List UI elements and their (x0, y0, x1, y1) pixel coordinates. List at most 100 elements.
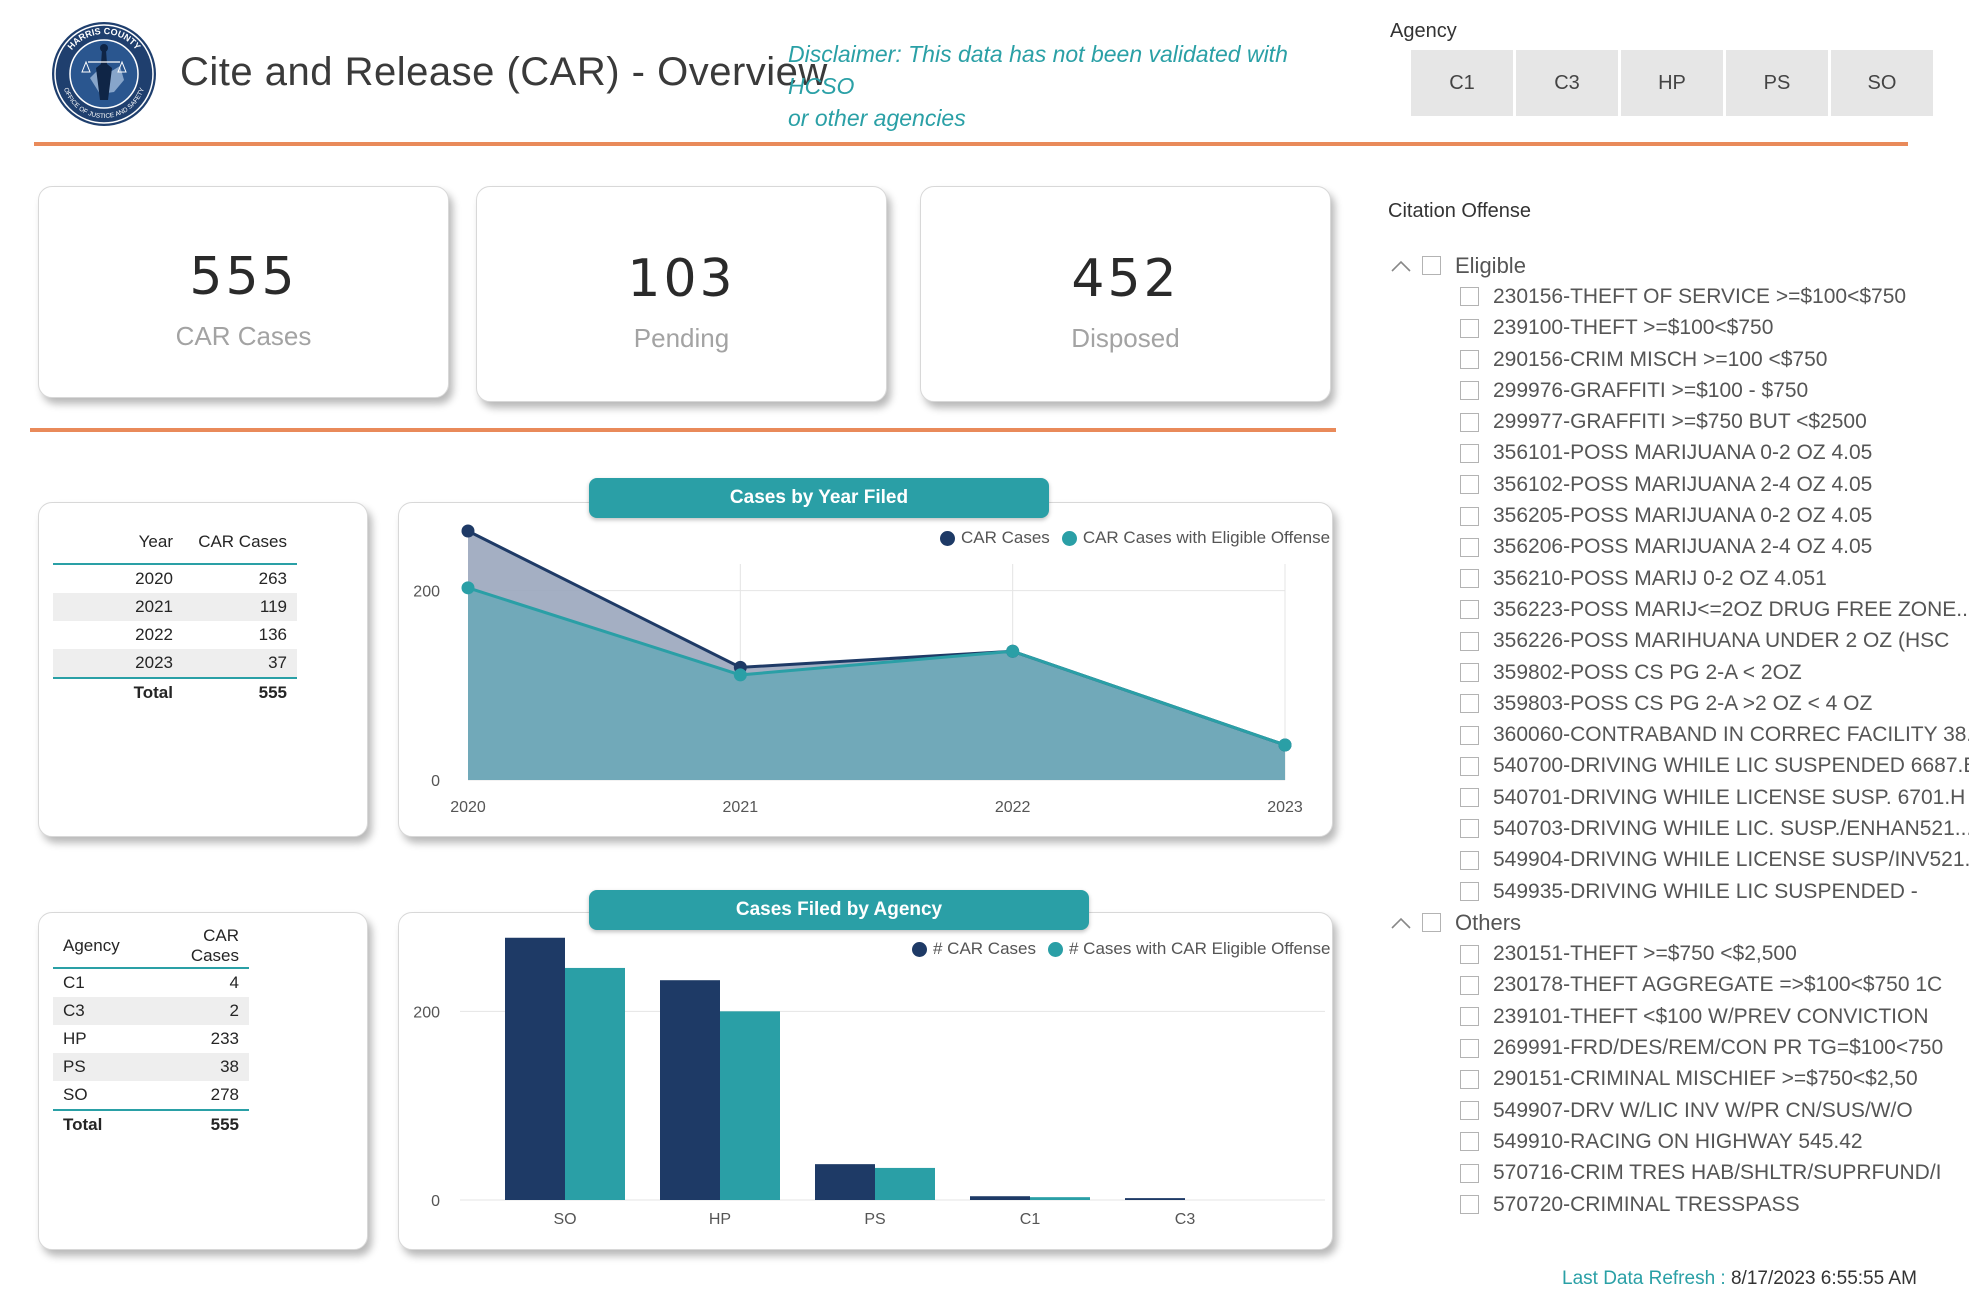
bar-hp-series-1[interactable] (660, 980, 720, 1200)
bar-ps-series-1[interactable] (815, 1164, 875, 1200)
checkbox[interactable] (1460, 412, 1479, 432)
slicer-item[interactable]: 356102-POSS MARIJUANA 2-4 OZ 4.05 (1388, 469, 1968, 500)
last-refresh-value: 8/17/2023 6:55:55 AM (1730, 1268, 1917, 1289)
checkbox[interactable] (1460, 475, 1479, 495)
slicer-item[interactable]: 359803-POSS CS PG 2-A >2 OZ < 4 OZ (1388, 688, 1968, 719)
table-row[interactable]: 2021 119 (53, 593, 297, 621)
agency-button-hp[interactable]: HP (1621, 50, 1723, 116)
checkbox[interactable] (1460, 694, 1479, 714)
bar-c1-series-2[interactable] (1030, 1197, 1090, 1200)
bar-so-series-2[interactable] (565, 967, 625, 1200)
slicer-item[interactable]: 356223-POSS MARIJ<=2OZ DRUG FREE ZONE... (1388, 594, 1969, 625)
checkbox[interactable] (1460, 600, 1479, 620)
slicer-item[interactable]: 230156-THEFT OF SERVICE >=$100<$750 (1388, 281, 1968, 312)
slicer-item[interactable]: 299976-GRAFFITI >=$100 - $750 (1388, 375, 1968, 406)
slicer-item[interactable]: 356205-POSS MARIJUANA 0-2 OZ 4.05 (1388, 500, 1968, 531)
checkbox[interactable] (1460, 819, 1479, 839)
slicer-item[interactable]: 549904-DRIVING WHILE LICENSE SUSP/INV521… (1388, 845, 1969, 876)
bar-c1-series-1[interactable] (970, 1196, 1030, 1200)
checkbox[interactable] (1460, 569, 1479, 589)
slicer-item-label: 359803-POSS CS PG 2-A >2 OZ < 4 OZ (1493, 691, 1873, 715)
slicer-item[interactable]: 549935-DRIVING WHILE LIC SUSPENDED - (1388, 876, 1968, 907)
slicer-item-label: 356210-POSS MARIJ 0-2 OZ 4.051 (1493, 566, 1827, 590)
slicer-group-eligible[interactable]: Eligible (1388, 250, 1968, 281)
slicer-item[interactable]: 360060-CONTRABAND IN CORREC FACILITY 38.… (1388, 719, 1969, 750)
bar-c3-series-1[interactable] (1125, 1198, 1185, 1200)
slicer-item[interactable]: 230178-THEFT AGGREGATE =>$100<$750 1C (1388, 970, 1968, 1001)
data-point[interactable] (733, 668, 747, 682)
checkbox[interactable] (1460, 381, 1479, 401)
slicer-item[interactable]: 239100-THEFT >=$100<$750 (1388, 313, 1968, 344)
data-point[interactable] (1006, 644, 1020, 658)
chevron-up-icon[interactable] (1388, 917, 1414, 929)
agency-button-c1[interactable]: C1 (1411, 50, 1513, 116)
slicer-item[interactable]: 269991-FRD/DES/REM/CON PR TG=$100<750 (1388, 1032, 1968, 1063)
table-row[interactable]: C3 2 (53, 997, 249, 1025)
slicer-item[interactable]: 570716-CRIM TRES HAB/SHLTR/SUPRFUND/I (1388, 1158, 1968, 1189)
table-row[interactable]: 2022 136 (53, 621, 297, 649)
checkbox[interactable] (1460, 537, 1479, 557)
legend-label-car-cases: # CAR Cases (933, 939, 1036, 958)
slicer-item[interactable]: 356210-POSS MARIJ 0-2 OZ 4.051 (1388, 563, 1968, 594)
checkbox[interactable] (1460, 882, 1479, 902)
table-row[interactable]: PS 38 (53, 1053, 249, 1081)
slicer-item[interactable]: 549907-DRV W/LIC INV W/PR CN/SUS/W/O (1388, 1095, 1968, 1126)
checkbox[interactable] (1460, 1163, 1479, 1183)
checkbox[interactable] (1460, 287, 1479, 307)
slicer-item[interactable]: 570720-CRIMINAL TRESSPASS (1388, 1189, 1968, 1220)
chevron-up-icon[interactable] (1388, 260, 1414, 272)
slicer-item[interactable]: 540700-DRIVING WHILE LIC SUSPENDED 6687.… (1388, 751, 1969, 782)
checkbox[interactable] (1460, 1101, 1479, 1121)
table-total-row: Total 555 (53, 1109, 249, 1139)
data-point[interactable] (461, 581, 475, 595)
agency-button-ps[interactable]: PS (1726, 50, 1828, 116)
table-row[interactable]: SO 278 (53, 1081, 249, 1110)
slicer-group-others[interactable]: Others (1388, 907, 1968, 938)
checkbox[interactable] (1460, 1007, 1479, 1027)
checkbox[interactable] (1460, 756, 1479, 776)
agency-button-c3[interactable]: C3 (1516, 50, 1618, 116)
checkbox[interactable] (1460, 850, 1479, 870)
slicer-item[interactable]: 540703-DRIVING WHILE LIC. SUSP./ENHAN521… (1388, 813, 1969, 844)
agency-button-so[interactable]: SO (1831, 50, 1933, 116)
slicer-item[interactable]: 230151-THEFT >=$750 <$2,500 (1388, 939, 1968, 970)
year-table-card: Year CAR Cases 2020 263 2021 119 2022 13… (38, 502, 368, 837)
data-point[interactable] (461, 524, 475, 538)
slicer-item[interactable]: 239101-THEFT <$100 W/PREV CONVICTION (1388, 1001, 1968, 1032)
checkbox[interactable] (1460, 975, 1479, 995)
checkbox[interactable] (1460, 443, 1479, 463)
cases-cell: 278 (210, 1085, 239, 1104)
checkbox[interactable] (1460, 318, 1479, 338)
table-row[interactable]: C1 4 (53, 968, 249, 997)
slicer-item[interactable]: 299977-GRAFFITI >=$750 BUT <$2500 (1388, 406, 1968, 437)
checkbox[interactable] (1460, 944, 1479, 964)
year-cell: 2022 (135, 625, 173, 644)
slicer-item[interactable]: 356101-POSS MARIJUANA 0-2 OZ 4.05 (1388, 438, 1968, 469)
checkbox[interactable] (1422, 256, 1441, 276)
checkbox[interactable] (1460, 506, 1479, 526)
checkbox[interactable] (1460, 663, 1479, 682)
bar-hp-series-2[interactable] (720, 1011, 780, 1200)
checkbox[interactable] (1460, 725, 1479, 745)
table-row[interactable]: HP 233 (53, 1025, 249, 1053)
bar-so-series-1[interactable] (505, 937, 565, 1200)
checkbox[interactable] (1460, 1195, 1479, 1215)
slicer-item[interactable]: 540701-DRIVING WHILE LICENSE SUSP. 6701.… (1388, 782, 1968, 813)
checkbox[interactable] (1460, 788, 1479, 808)
slicer-item[interactable]: 359802-POSS CS PG 2-A < 2OZ (1388, 657, 1968, 688)
slicer-item[interactable]: 290151-CRIMINAL MISCHIEF >=$750<$2,50 (1388, 1064, 1968, 1095)
slicer-item[interactable]: 549910-RACING ON HIGHWAY 545.42 (1388, 1126, 1968, 1157)
data-point[interactable] (1278, 738, 1292, 752)
checkbox[interactable] (1460, 1069, 1479, 1089)
checkbox[interactable] (1460, 350, 1479, 370)
slicer-item[interactable]: 356206-POSS MARIJUANA 2-4 OZ 4.05 (1388, 532, 1968, 563)
checkbox[interactable] (1460, 1038, 1479, 1058)
table-row[interactable]: 2023 37 (53, 649, 297, 678)
slicer-item[interactable]: 290156-CRIM MISCH >=100 <$750 (1388, 344, 1968, 375)
table-row[interactable]: 2020 263 (53, 564, 297, 593)
bar-ps-series-2[interactable] (875, 1167, 935, 1200)
checkbox[interactable] (1422, 913, 1441, 933)
checkbox[interactable] (1460, 1132, 1479, 1152)
slicer-item[interactable]: 356226-POSS MARIHUANA UNDER 2 OZ (HSC (1388, 626, 1968, 657)
checkbox[interactable] (1460, 631, 1479, 651)
